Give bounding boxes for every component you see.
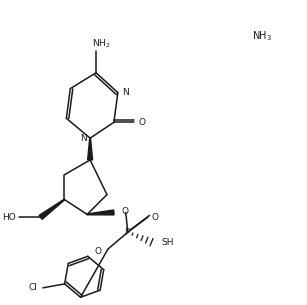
Text: NH$_2$: NH$_2$ xyxy=(92,38,110,50)
Text: O: O xyxy=(94,246,101,256)
Polygon shape xyxy=(39,199,64,219)
Text: N: N xyxy=(80,134,87,143)
Text: O: O xyxy=(138,118,145,127)
Text: SH: SH xyxy=(161,238,174,247)
Text: O: O xyxy=(152,213,159,222)
Text: NH$_3$: NH$_3$ xyxy=(252,29,273,43)
Polygon shape xyxy=(87,138,93,160)
Text: Cl: Cl xyxy=(28,283,37,292)
Text: O: O xyxy=(122,207,129,216)
Text: HO: HO xyxy=(2,213,16,222)
Text: P: P xyxy=(124,228,130,237)
Polygon shape xyxy=(87,210,114,215)
Text: N: N xyxy=(122,88,129,97)
